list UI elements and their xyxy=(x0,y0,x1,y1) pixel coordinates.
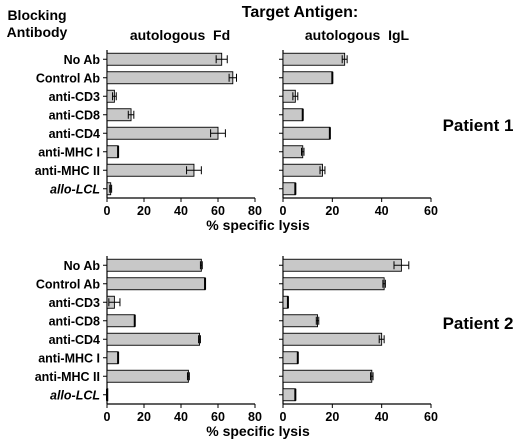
category-label: anti-MHC I xyxy=(38,351,100,365)
bar xyxy=(106,369,189,383)
x-tick-label: 0 xyxy=(280,410,287,424)
x-tick-label: 40 xyxy=(174,410,188,424)
panel-2: 0 20 40 60 xyxy=(279,50,438,218)
bar xyxy=(106,258,202,272)
patient-1-label: Patient 1 xyxy=(443,116,514,135)
bar xyxy=(106,126,219,140)
category-label: anti-CD3 xyxy=(49,90,100,104)
x-tick-label: 80 xyxy=(248,410,262,424)
category-label: No Ab xyxy=(64,259,101,273)
panel-3: 0 20 40 60 80 No Ab Control Ab anti-CD3 anti-CD8… xyxy=(35,256,262,424)
bar xyxy=(282,52,346,66)
x-tick-label: 20 xyxy=(137,204,151,218)
category-label: anti-CD4 xyxy=(49,333,100,347)
bar xyxy=(282,314,318,328)
panel-1: 0 20 40 60 80 No Ab Control Ab anti-CD3 anti-CD8… xyxy=(35,50,262,218)
bar xyxy=(282,163,323,177)
bar xyxy=(106,71,234,85)
bar xyxy=(106,351,119,365)
category-label: allo-LCL xyxy=(50,182,100,196)
bar xyxy=(106,332,200,346)
column-title-igl: autologous IgL xyxy=(305,27,410,43)
bar xyxy=(282,145,304,159)
x-tick-label: 40 xyxy=(174,204,188,218)
xlabel-top: % specific lysis xyxy=(206,217,310,233)
bar xyxy=(282,369,373,383)
category-label: anti-CD8 xyxy=(49,108,100,122)
category-label: anti-MHC II xyxy=(35,370,100,384)
blocking-header-line1: Blocking xyxy=(7,7,66,23)
x-tick-label: 40 xyxy=(375,410,389,424)
x-tick-label: 60 xyxy=(424,410,438,424)
x-tick-label: 20 xyxy=(137,410,151,424)
x-tick-label: 0 xyxy=(104,410,111,424)
bar xyxy=(282,126,331,140)
bar xyxy=(282,258,402,272)
x-tick-label: 20 xyxy=(325,204,339,218)
bar xyxy=(282,108,304,122)
blocking-header-line2: Antibody xyxy=(7,24,68,40)
category-label: Control Ab xyxy=(36,277,100,291)
category-label: anti-CD4 xyxy=(49,127,100,141)
bar xyxy=(106,145,119,159)
figure-title: Target Antigen: xyxy=(242,4,358,21)
x-tick-label: 60 xyxy=(211,410,225,424)
category-label: anti-MHC II xyxy=(35,164,100,178)
bar xyxy=(106,314,136,328)
category-label: anti-MHC I xyxy=(38,145,100,159)
bar xyxy=(106,163,195,177)
x-tick-label: 0 xyxy=(280,204,287,218)
category-label: No Ab xyxy=(64,53,101,67)
bar xyxy=(282,351,299,365)
bar xyxy=(106,108,132,122)
bar xyxy=(282,332,383,346)
x-tick-label: 80 xyxy=(248,204,262,218)
category-label: anti-CD8 xyxy=(49,314,100,328)
patient-2-label: Patient 2 xyxy=(443,314,514,333)
x-tick-label: 60 xyxy=(424,204,438,218)
bar xyxy=(282,71,333,85)
category-label: Control Ab xyxy=(36,71,100,85)
category-label: allo-LCL xyxy=(50,388,100,402)
bar xyxy=(282,182,296,196)
bar xyxy=(282,277,385,291)
xlabel-bottom: % specific lysis xyxy=(206,423,310,439)
column-title-fd: autologous Fd xyxy=(130,27,230,43)
bar xyxy=(106,277,206,291)
x-tick-label: 0 xyxy=(104,204,111,218)
category-label: anti-CD3 xyxy=(49,296,100,310)
x-tick-label: 20 xyxy=(325,410,339,424)
bar xyxy=(282,388,296,402)
panel-4: 0 20 40 60 xyxy=(279,256,438,424)
x-tick-label: 60 xyxy=(211,204,225,218)
bar xyxy=(106,52,223,66)
x-tick-label: 40 xyxy=(375,204,389,218)
